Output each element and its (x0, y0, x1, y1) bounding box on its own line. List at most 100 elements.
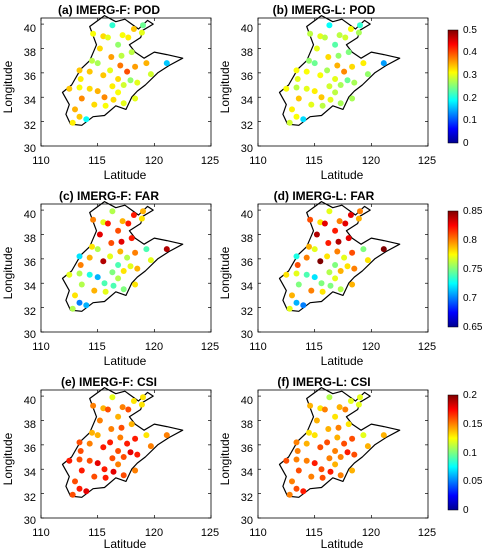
station-point (76, 299, 83, 306)
station-point (96, 45, 103, 52)
station-point (306, 57, 312, 64)
station-point (138, 401, 145, 408)
colorbar-gradient (447, 210, 459, 328)
station-point (100, 405, 107, 412)
y-tick-label: 40 (24, 23, 36, 35)
x-tick-label: 115 (305, 155, 323, 167)
panel-d: (d) IMERG-L: FAR 110 115 120 125 30 32 3… (218, 189, 436, 368)
y-axis-label: Longitude (218, 432, 232, 485)
station-point (321, 220, 328, 227)
station-point (311, 88, 318, 95)
station-point (69, 119, 76, 126)
station-point (90, 30, 97, 37)
station-point (283, 85, 290, 92)
station-point (337, 82, 344, 88)
x-tick-label: 110 (32, 341, 50, 353)
station-point (125, 220, 132, 227)
y-tick-label: 30 (24, 515, 36, 527)
station-point (325, 54, 332, 60)
station-point (107, 253, 114, 260)
station-point (303, 271, 310, 278)
station-point (130, 212, 137, 218)
station-point (76, 67, 83, 74)
station-point (89, 57, 95, 64)
station-point (334, 248, 341, 255)
y-tick-label: 34 (24, 281, 36, 293)
station-point (327, 282, 334, 289)
station-point (124, 254, 131, 261)
station-point (344, 263, 351, 270)
station-point (293, 84, 300, 91)
station-point (307, 30, 314, 37)
station-point (127, 449, 134, 456)
station-point (380, 246, 387, 253)
station-point (326, 208, 333, 215)
y-tick-label: 40 (241, 209, 253, 221)
station-point (360, 60, 367, 67)
station-point (326, 22, 333, 29)
station-point (101, 280, 108, 287)
station-point (342, 406, 349, 413)
station-point (326, 269, 333, 276)
colorbar-tick-label: 0.4 (463, 47, 477, 58)
station-point (132, 63, 139, 70)
station-point (318, 280, 325, 287)
panel-title: (a) IMERG-F: POD (58, 3, 160, 17)
y-tick-label: 30 (241, 329, 253, 341)
station-point (128, 49, 135, 56)
station-point (324, 67, 331, 74)
station-point (100, 258, 107, 265)
station-point (147, 257, 154, 264)
station-point (351, 79, 358, 86)
station-point (115, 262, 122, 268)
station-point (115, 227, 122, 234)
station-point (293, 270, 300, 277)
station-point (327, 96, 334, 103)
station-point (311, 246, 318, 253)
station-point (90, 216, 97, 223)
station-point (76, 485, 83, 492)
station-point (115, 76, 122, 82)
x-tick-label: 120 (145, 527, 163, 539)
station-point (77, 262, 84, 268)
station-point (78, 467, 85, 474)
station-point (318, 466, 325, 473)
station-point (140, 394, 146, 401)
station-point (335, 238, 342, 245)
station-point (86, 254, 93, 261)
region-boundary (61, 387, 184, 498)
station-point (317, 444, 324, 451)
station-point (132, 249, 139, 256)
x-tick-label: 125 (201, 527, 219, 539)
station-point (124, 440, 131, 447)
station-point (117, 434, 124, 441)
x-tick-label: 125 (418, 155, 436, 167)
station-point (337, 100, 344, 107)
station-point (76, 439, 83, 446)
station-point (109, 83, 116, 90)
y-tick-label: 38 (24, 233, 36, 245)
station-point (66, 457, 73, 464)
panel-f: (f) IMERG-L: CSI 110 115 120 125 30 32 3… (218, 375, 436, 550)
y-axis-label: Longitude (218, 60, 232, 113)
station-point (86, 440, 93, 447)
station-point (336, 218, 343, 225)
station-point (96, 417, 103, 424)
station-point (337, 472, 344, 479)
station-point (138, 29, 145, 36)
station-point (100, 219, 107, 226)
station-point (100, 33, 107, 40)
colorbar-tick-label: 0.05 (463, 476, 483, 487)
x-tick-label: 125 (201, 155, 219, 167)
station-point (324, 253, 331, 260)
station-point (110, 468, 117, 475)
panel-title: (e) IMERG-F: CSI (61, 375, 157, 389)
station-point (364, 443, 371, 450)
station-point (360, 432, 367, 439)
station-point (342, 220, 349, 227)
station-point (102, 288, 109, 295)
x-axis-label: Latitude (321, 168, 364, 182)
station-point (102, 102, 109, 109)
station-point (332, 76, 339, 82)
